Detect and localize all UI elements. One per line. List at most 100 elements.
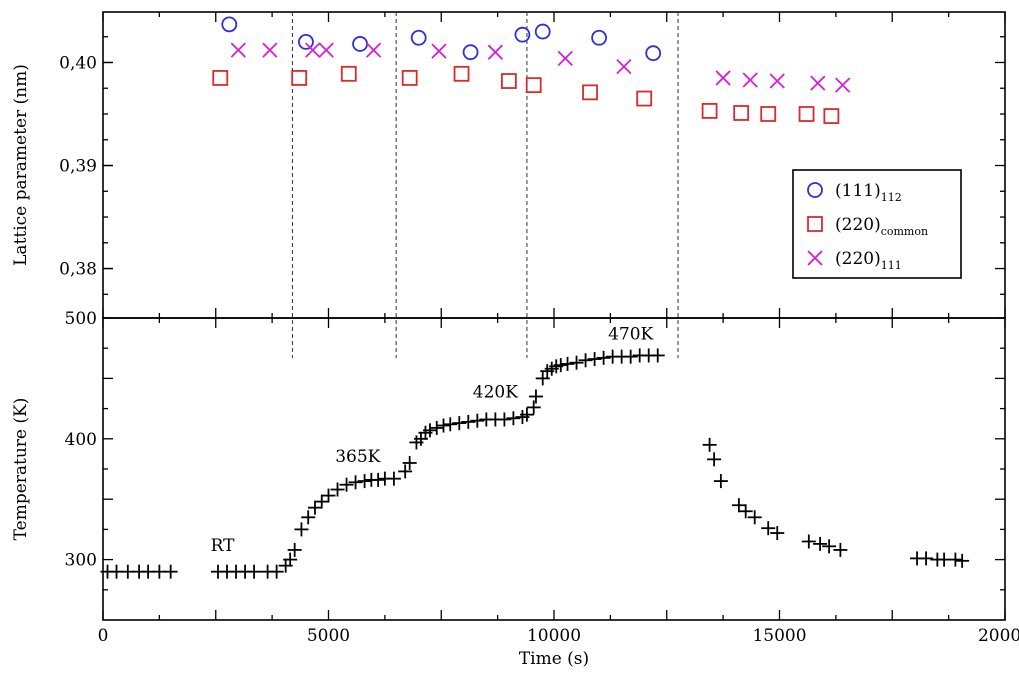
data-point-x (807, 250, 823, 266)
y-axis-label: Temperature (K) (11, 398, 31, 541)
data-point-square (212, 70, 229, 86)
legend-entry-label: (220)111 (835, 249, 902, 272)
x-tick-label: 0 (98, 626, 109, 646)
data-point-circle (410, 29, 427, 46)
legend-label-subscript: common (881, 225, 928, 238)
data-point-square (760, 106, 777, 122)
x-tick-label: 20000 (978, 626, 1019, 646)
data-point-plus (955, 553, 970, 568)
data-point-square (582, 84, 598, 101)
data-point-plus (569, 355, 584, 370)
data-point-plus (497, 412, 512, 427)
data-point-plus (948, 552, 963, 567)
data-point-circle (807, 182, 823, 198)
data-point-circle (298, 33, 314, 50)
data-point-plus (919, 551, 934, 566)
data-point-plus (801, 534, 816, 549)
data-point-plus (702, 437, 717, 452)
data-point-plus (470, 413, 485, 428)
data-point-x (742, 72, 758, 88)
data-point-plus (443, 417, 458, 432)
data-point-x (487, 44, 504, 60)
data-point-plus (731, 498, 746, 513)
data-point-square (701, 103, 718, 119)
data-point-circle (514, 26, 531, 43)
data-point-circle (352, 36, 368, 52)
data-point-x (230, 42, 246, 58)
data-point-plus (422, 423, 437, 438)
data-point-plus (553, 358, 568, 373)
data-point-plus (596, 350, 611, 365)
data-point-plus (713, 474, 728, 489)
data-point-plus (321, 488, 336, 503)
annotation-label: 470K (608, 325, 653, 345)
data-point-plus (307, 500, 322, 515)
data-point-plus (287, 542, 302, 557)
bottom-plot-frame (102, 317, 1006, 621)
data-point-plus (348, 475, 363, 490)
legend-label-subscript: 112 (881, 191, 902, 204)
data-point-x (557, 50, 573, 67)
x-tick-label: 10000 (527, 626, 581, 646)
data-point-square (453, 65, 470, 82)
data-point-plus (560, 356, 575, 371)
data-point-x (715, 70, 731, 86)
data-point-plus (770, 526, 785, 541)
y-axis-label: Lattice parameter (nm) (11, 64, 31, 266)
annotation-label: 365K (335, 447, 380, 467)
data-point-plus (526, 400, 541, 415)
legend-label-main: (111) (835, 181, 881, 201)
data-point-plus (535, 371, 550, 386)
data-point-plus (314, 494, 329, 509)
data-point-x (318, 42, 334, 58)
data-point-plus (587, 352, 602, 367)
y-tick-label: 300 (65, 551, 97, 571)
x-tick-label: 5000 (307, 626, 350, 646)
temperature-plot: 0 5000 10000 15000 20000 300 400 500 Temperature… (11, 309, 1019, 669)
data-point-square (733, 105, 750, 121)
data-point-plus (398, 464, 413, 479)
data-point-square (823, 108, 840, 124)
data-point-x (769, 73, 785, 89)
data-point-square (798, 106, 815, 122)
data-point-plus (761, 521, 776, 536)
data-point-plus (506, 411, 521, 426)
data-point-square (401, 70, 418, 86)
data-point-plus (371, 472, 386, 487)
data-point-x (431, 43, 447, 59)
legend: (111)112(220)common(220)111 (792, 169, 962, 279)
y-tick-label: 0,40 (59, 53, 97, 73)
data-point-plus (707, 452, 722, 467)
y-tick-label: 0,38 (59, 260, 97, 280)
x-axis-label: Time (s) (519, 649, 589, 669)
data-point-plus (452, 416, 467, 431)
data-point-plus (402, 455, 417, 470)
data-point-plus (833, 542, 848, 557)
legend-entry-label: (220)common (835, 215, 928, 238)
data-point-plus (269, 564, 284, 579)
data-point-plus (813, 536, 828, 551)
data-point-plus (461, 414, 476, 429)
data-point-plus (163, 564, 178, 579)
data-point-plus (747, 510, 762, 525)
data-point-plus (436, 418, 451, 433)
data-point-plus (283, 552, 298, 567)
data-point-plus (578, 353, 593, 368)
data-point-circle (221, 16, 238, 33)
data-point-plus (339, 477, 354, 492)
data-point-square (340, 65, 357, 82)
data-point-square (291, 70, 308, 86)
legend-label-main: (220) (835, 215, 881, 235)
data-point-plus (386, 471, 401, 486)
data-point-plus (429, 420, 444, 435)
y-tick-label: 400 (65, 430, 97, 450)
data-point-circle (591, 29, 607, 46)
data-point-plus (301, 510, 316, 525)
annotation-label: RT (211, 536, 236, 556)
legend-label-subscript: 111 (881, 259, 902, 272)
data-point-plus (247, 564, 262, 579)
data-point-plus (330, 482, 345, 497)
data-point-x (262, 42, 278, 58)
data-point-x (810, 75, 826, 91)
